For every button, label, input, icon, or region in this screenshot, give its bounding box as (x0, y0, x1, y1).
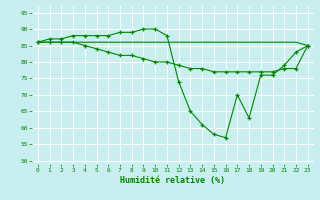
X-axis label: Humidité relative (%): Humidité relative (%) (120, 176, 225, 185)
